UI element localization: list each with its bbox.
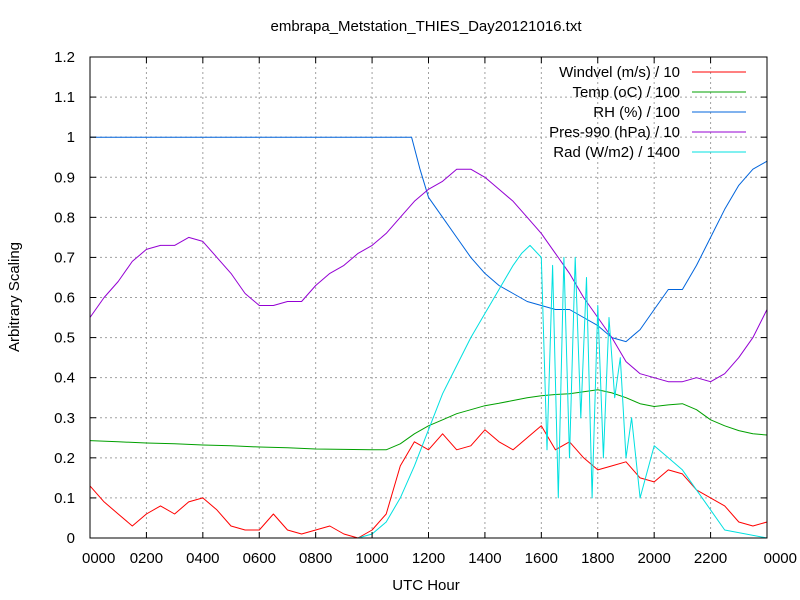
y-tick-label: 0.1 xyxy=(54,490,75,507)
y-tick-label: 0.6 xyxy=(54,290,75,307)
x-axis-label: UTC Hour xyxy=(392,577,460,594)
x-tick-label: 0600 xyxy=(243,550,276,567)
series-line xyxy=(89,389,768,451)
y-tick-label: 0.9 xyxy=(54,169,75,186)
y-tick-label: 1.2 xyxy=(54,49,75,66)
y-tick-label: 0.7 xyxy=(54,249,75,266)
x-tick-label: 2200 xyxy=(694,550,727,567)
series-line xyxy=(89,168,768,383)
legend-entry-label: Windvel (m/s) / 10 xyxy=(559,64,680,81)
series-line xyxy=(90,136,768,343)
y-tick-label: 0.4 xyxy=(54,370,75,387)
y-tick-label: 0.5 xyxy=(54,330,75,347)
x-tick-label: 1000 xyxy=(355,550,388,567)
plot-series xyxy=(89,136,768,539)
legend-entry-label: Temp (oC) / 100 xyxy=(572,84,680,101)
y-tick-label: 1.1 xyxy=(54,89,75,106)
legend-entry-label: Rad (W/m2) / 1400 xyxy=(553,144,680,161)
x-tick-label: 1600 xyxy=(525,550,558,567)
y-tick-label: 1 xyxy=(67,129,75,146)
legend-entry-label: RH (%) / 100 xyxy=(593,104,680,121)
x-tick-label: 0200 xyxy=(130,550,163,567)
legend: Windvel (m/s) / 10 Temp (oC) / 100 RH (%) … xyxy=(549,64,746,161)
legend-entry-label: Pres-990 (hPa) / 10 xyxy=(549,124,680,141)
y-tick-label: 0.2 xyxy=(54,450,75,467)
x-tick-label: 0000 xyxy=(82,550,115,567)
y-axis: 0 0.1 0.2 0.3 0.4 0.5 0.6 0.7 0.8 0.9 1 1.1 1.2 xyxy=(54,49,767,547)
series-line xyxy=(89,425,768,539)
chart-title: embrapa_Metstation_THIES_Day20121016.txt xyxy=(270,18,582,35)
x-tick-label: 1800 xyxy=(581,550,614,567)
x-tick-label: 1400 xyxy=(468,550,501,567)
x-tick-label: 0400 xyxy=(186,550,219,567)
x-tick-label: 0000 xyxy=(764,550,797,567)
x-tick-label: 2000 xyxy=(637,550,670,567)
x-axis: 0000 0200 0400 0600 0800 1000 1200 1400 1600 1800… xyxy=(82,57,797,567)
y-tick-label: 0.8 xyxy=(54,209,75,226)
x-tick-label: 1200 xyxy=(412,550,445,567)
y-axis-label: Arbitrary Scaling xyxy=(6,242,23,352)
y-tick-label: 0 xyxy=(67,530,75,547)
series-line xyxy=(90,244,768,539)
x-tick-label: 0800 xyxy=(299,550,332,567)
y-tick-label: 0.3 xyxy=(54,410,75,427)
